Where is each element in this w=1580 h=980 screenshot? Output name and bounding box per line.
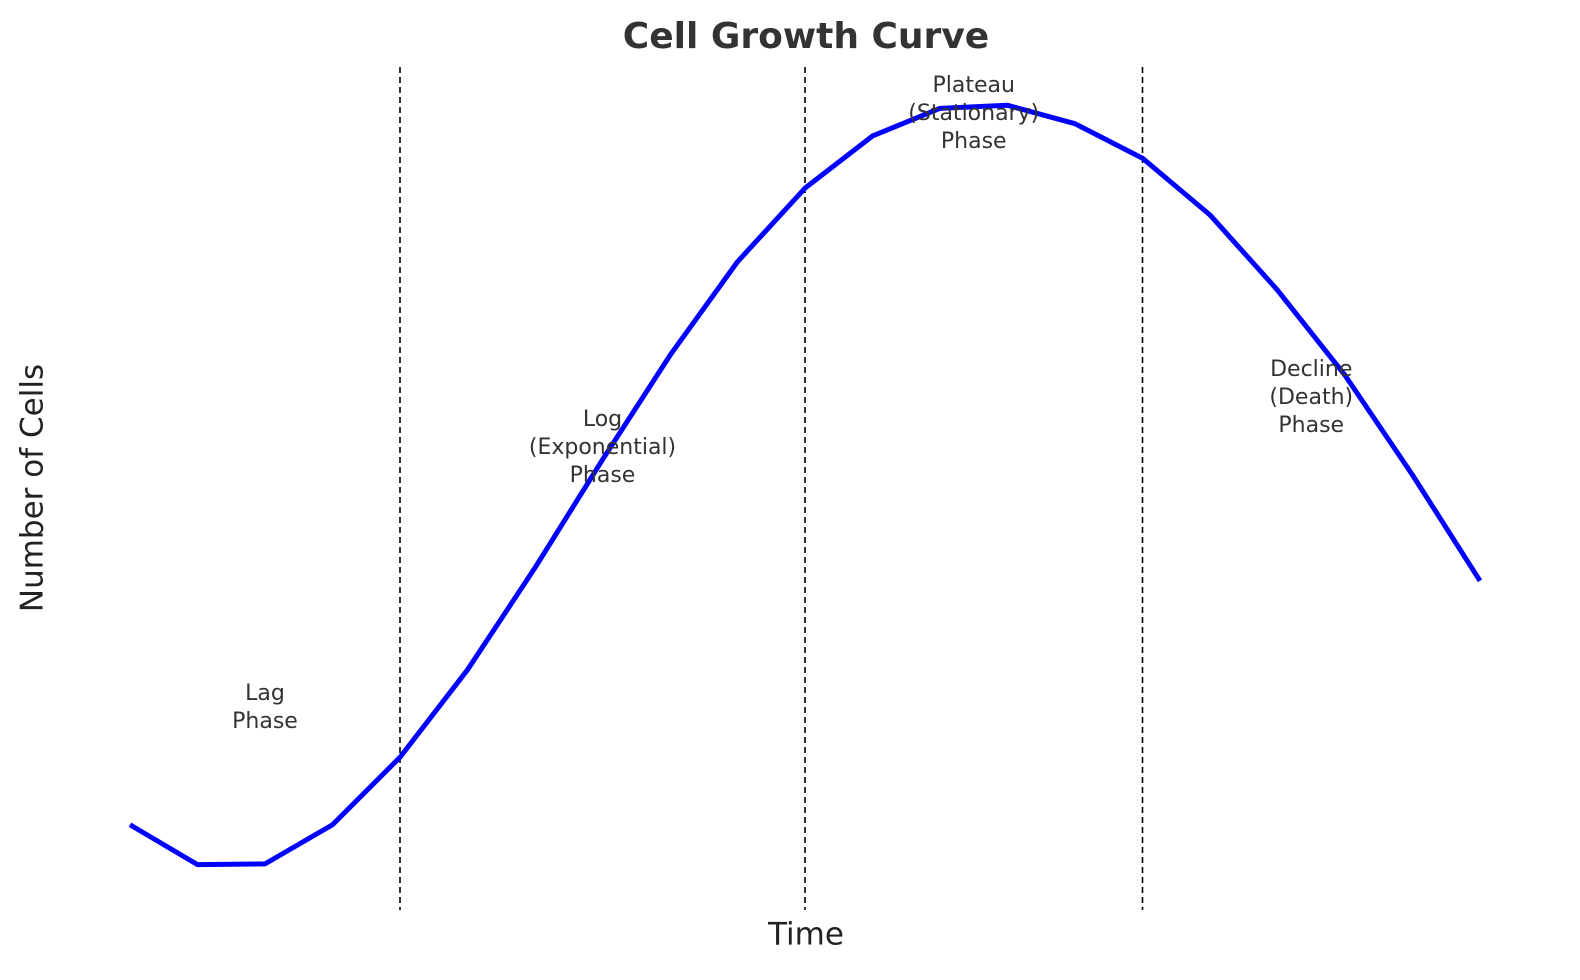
phase-label: Lag Phase: [232, 681, 298, 734]
y-axis-label: Number of Cells: [15, 364, 51, 612]
chart-title: Cell Growth Curve: [623, 16, 989, 57]
growth-curve: [128, 102, 1483, 868]
x-axis-label: Time: [767, 917, 844, 953]
phase-label: Plateau (Stationary) Phase: [908, 73, 1040, 154]
phase-label: Decline (Death) Phase: [1269, 357, 1354, 438]
phase-label: Log (Exponential) Phase: [528, 407, 677, 488]
